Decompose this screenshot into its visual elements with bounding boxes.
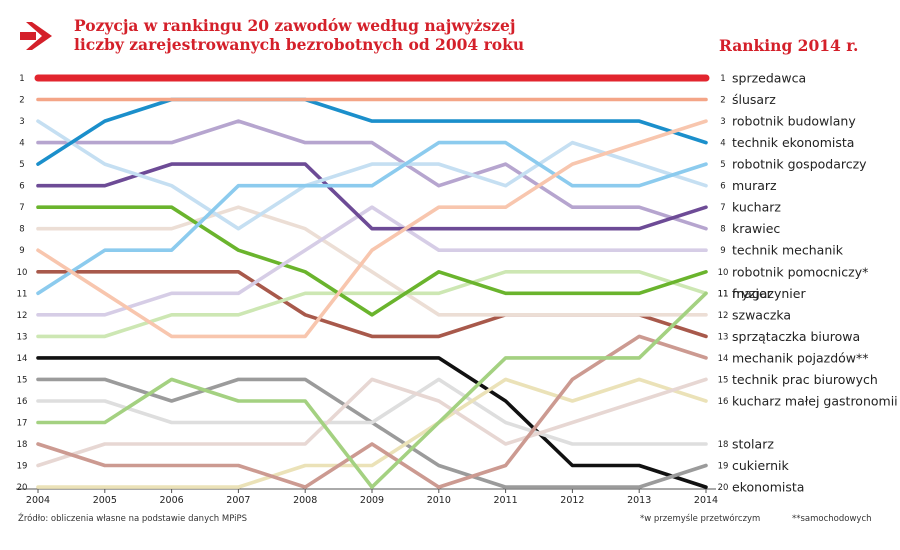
legend-entry-label: ślusarz (732, 92, 776, 107)
chart-title-line2: liczby zarejestrowanych bezrobotnych od … (74, 35, 525, 54)
rank-number-label: 3 (720, 117, 725, 127)
legend-entry-label: robotnik budowlany (732, 114, 856, 129)
arrow-right-icon (20, 22, 52, 50)
legend-entry-label: stolarz (732, 437, 774, 452)
series-line (36, 377, 708, 489)
x-tick-label: 2004 (26, 495, 50, 506)
legend-entry-label: robotnik gospodarczy (732, 157, 867, 172)
series-line (36, 377, 708, 489)
y-tick-label: 11 (17, 289, 28, 299)
y-tick-label: 19 (17, 462, 28, 472)
source-note: Źródło: obliczenia własne na podstawie d… (18, 514, 248, 524)
x-tick-label: 2006 (160, 495, 184, 506)
series-line (36, 140, 708, 296)
series-line (36, 334, 708, 489)
rank-number-label: 2 (720, 96, 725, 106)
y-tick-label: 6 (19, 182, 24, 192)
y-tick-label: 18 (17, 440, 28, 450)
rank-number-label: 11 (718, 289, 729, 299)
x-tick-label: 2009 (360, 495, 384, 506)
legend-entry-label: sprzątaczka biurowa (732, 329, 860, 344)
y-tick-label: 13 (17, 332, 28, 342)
series-line (36, 205, 708, 317)
legend-entry-label: magazynier (732, 286, 806, 301)
rank-number-label: 16 (718, 397, 729, 407)
rank-number-label: 19 (718, 462, 729, 472)
y-tick-label: 17 (17, 418, 28, 428)
legend-entry-label: technik ekonomista (732, 135, 854, 150)
legend-entry-label: ekonomista (732, 480, 804, 495)
series-line (36, 119, 708, 231)
y-tick-label: 20 (17, 483, 28, 493)
rank-number-label: 9 (720, 246, 725, 256)
series-line (36, 291, 708, 489)
x-tick-label: 2014 (694, 495, 718, 506)
rank-number-label: 10 (718, 268, 729, 278)
y-tick-label: 3 (19, 117, 24, 127)
y-tick-label: 2 (19, 96, 24, 106)
series-line (36, 356, 708, 489)
legend-entry-label: murarz (732, 178, 777, 193)
legend-entry-label: robotnik pomocniczy* (732, 264, 868, 279)
y-tick-label: 7 (19, 203, 24, 213)
x-tick-label: 2008 (293, 495, 317, 506)
x-tick-label: 2012 (560, 495, 584, 506)
series-line (36, 377, 708, 446)
footnote-automotive: **samochodowych (792, 514, 872, 524)
legend-entry-label: cukiernik (732, 458, 790, 473)
rank-number-label: 14 (718, 354, 729, 364)
rank-number-label: 12 (718, 311, 729, 321)
series-line (36, 119, 708, 339)
legend-entry-label: kucharz (732, 200, 781, 215)
rank-number-label: 6 (720, 182, 725, 192)
y-tick-label: 15 (17, 375, 28, 385)
y-tick-label: 12 (17, 311, 28, 321)
chart-title: Pozycja w rankingu 20 zawodów według naj… (74, 16, 594, 54)
x-tick-label: 2011 (494, 495, 518, 506)
y-tick-label: 5 (19, 160, 24, 170)
series-line (36, 205, 708, 317)
y-tick-label: 4 (19, 139, 24, 149)
legend-entry-label: krawiec (732, 221, 780, 236)
legend-entry-label: kucharz małej gastronomii (732, 393, 898, 408)
rank-number-label: 4 (720, 139, 725, 149)
legend-entry-label: technik mechanik (732, 243, 844, 258)
rank-number-label: 5 (720, 160, 725, 170)
legend-entry-label: fryzjer (732, 286, 773, 301)
rank-number-label: 11 (718, 289, 729, 299)
series-line (36, 119, 708, 231)
y-tick-label: 8 (19, 225, 24, 235)
x-tick-label: 2010 (427, 495, 451, 506)
legend-entry-label: szwaczka (732, 307, 791, 322)
chart-title-line1: Pozycja w rankingu 20 zawodów według naj… (74, 16, 516, 35)
y-tick-label: 9 (19, 246, 24, 256)
x-tick-label: 2013 (627, 495, 651, 506)
rank-number-label: 20 (718, 483, 729, 493)
series-line (36, 377, 708, 468)
x-tick-label: 2005 (93, 495, 117, 506)
series-line (36, 205, 708, 317)
ranking-title: Ranking 2014 r. (719, 36, 859, 55)
rank-number-label: 13 (718, 332, 729, 342)
rank-number-label: 18 (718, 440, 729, 450)
legend-entry-label: sprzedawca (732, 71, 806, 86)
rank-number-label: 15 (718, 375, 729, 385)
series-line (36, 97, 708, 166)
y-tick-label: 16 (17, 397, 28, 407)
y-tick-label: 10 (17, 268, 28, 278)
footnote-manufacturing: *w przemyśle przetwórczym (640, 514, 761, 524)
legend-entry-label: mechanik pojazdów** (732, 350, 869, 365)
x-tick-label: 2007 (226, 495, 250, 506)
rank-number-label: 7 (720, 203, 725, 213)
y-tick-label: 1 (19, 74, 24, 84)
series-line (36, 162, 708, 231)
y-tick-label: 14 (17, 354, 28, 364)
rank-number-label: 1 (720, 74, 725, 84)
legend-entry-label: technik prac biurowych (732, 372, 878, 387)
rank-number-label: 8 (720, 225, 725, 235)
